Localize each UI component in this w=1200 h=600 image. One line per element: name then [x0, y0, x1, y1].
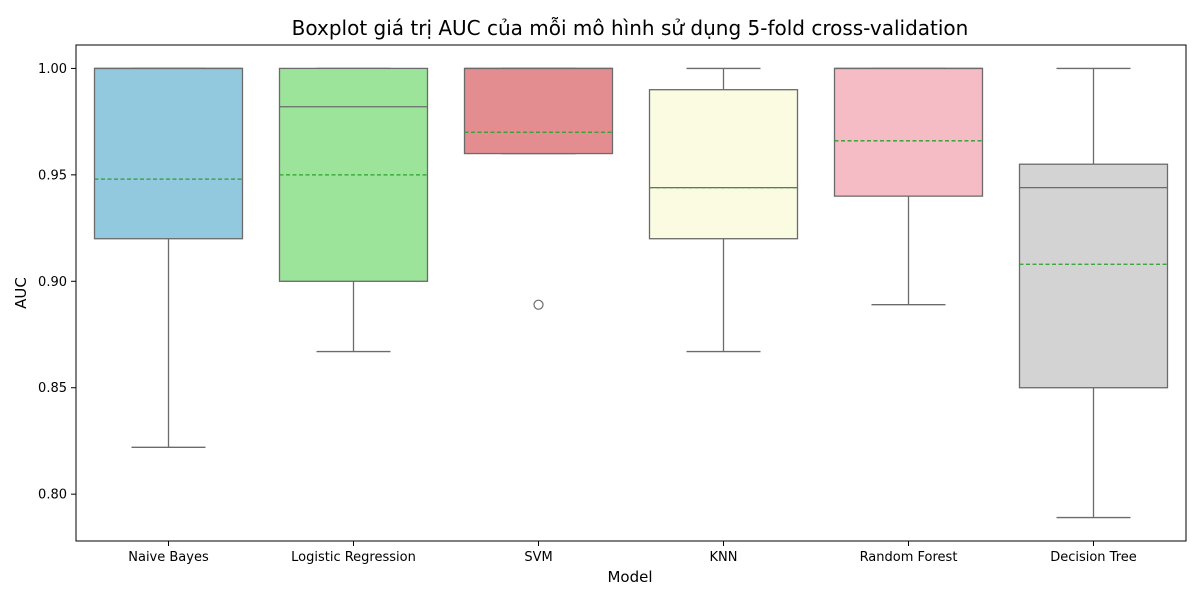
y-tick-label: 0.90 [38, 275, 67, 290]
y-tick-label: 0.80 [38, 488, 67, 503]
plot-area: 0.80 0.85 0.90 0.95 1.00 Naive Bayes Logistic … [38, 44, 1187, 565]
x-tick-label: Decision Tree [1050, 550, 1137, 565]
outlier-point [533, 299, 544, 310]
x-axis-label: Model [607, 568, 652, 586]
x-tick-label: KNN [710, 550, 738, 565]
x-tick-label: SVM [524, 550, 552, 565]
box [833, 67, 984, 197]
x-tick-label: Logistic Regression [291, 550, 416, 565]
y-tick-label: 0.95 [38, 168, 67, 183]
box [648, 89, 799, 240]
chart-title: Boxplot giá trị AUC của mỗi mô hình sử d… [292, 16, 969, 40]
x-tick-label: Random Forest [860, 550, 958, 565]
y-axis-label: AUC [12, 277, 30, 309]
box [93, 67, 244, 240]
x-tick-label: Naive Bayes [128, 550, 209, 565]
box [1018, 163, 1169, 389]
box [463, 67, 614, 155]
y-tick-label: 1.00 [38, 62, 67, 77]
y-tick-label: 0.85 [38, 381, 67, 396]
axes-frame [75, 44, 1187, 542]
